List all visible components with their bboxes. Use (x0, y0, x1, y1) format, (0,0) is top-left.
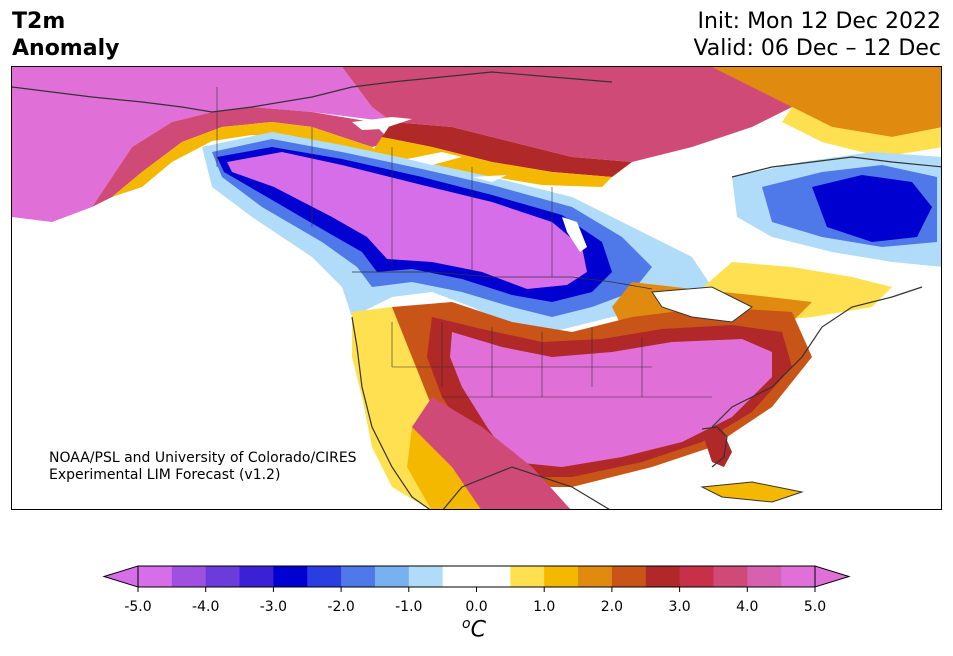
init-date: Init: Mon 12 Dec 2022 (697, 9, 942, 34)
florida-region (702, 429, 732, 467)
anomaly-map: NOAA/PSL and University of Colorado/CIRE… (11, 66, 942, 510)
colorbar-cell (544, 566, 579, 587)
colorbar-cell (781, 566, 816, 587)
great-lakes (651, 286, 753, 323)
province-lines (216, 87, 553, 277)
arctic-warm-region (342, 67, 812, 162)
credit-line1: NOAA/PSL and University of Colorado/CIRE… (49, 450, 357, 466)
alaska-warm-region (12, 67, 392, 222)
colorbar-tick-label: 0.0 (465, 599, 487, 615)
colorbar-cell (645, 566, 681, 587)
colorbar-cell (138, 566, 173, 587)
date-info: Init: Mon 12 Dec 2022 Valid: 06 Dec – 12… (693, 8, 941, 62)
colorbar-ticks: -5.0 -4.0 -3.0 -2.0 -1.0 0.0 1.0 2.0 3.0 4.0 5.0 (124, 587, 826, 615)
colorbar-tick-label: 3.0 (668, 599, 690, 615)
colorbar-cell (239, 566, 274, 587)
title-line1: T2m (12, 9, 66, 34)
arctic-orange-band (372, 137, 612, 187)
colorbar-tick-label: -5.0 (124, 599, 151, 615)
colorbar-cell (374, 566, 410, 587)
hudson-yellow (782, 107, 941, 157)
coastline (12, 71, 941, 509)
colorbar-tick-label: -2.0 (327, 599, 354, 615)
colorbar-tick-label: -1.0 (395, 599, 422, 615)
colorbar-tick-label: -4.0 (192, 599, 219, 615)
lake-athabasca (472, 175, 507, 182)
hudson-warm (712, 67, 941, 137)
colorbar-tick-label: 1.0 (533, 599, 555, 615)
colorbar-extend-high (814, 565, 851, 588)
us-canada-border (352, 271, 653, 290)
unit-degree: o (462, 616, 471, 632)
unit-base: C (470, 617, 486, 643)
lake-great-slave (407, 152, 462, 165)
colorbar-extend-low (102, 565, 139, 588)
arctic-red-band (382, 122, 632, 177)
colorbar-tick-label: 4.0 (736, 599, 758, 615)
colorbar-cell (510, 566, 545, 587)
map-canvas (12, 67, 941, 509)
colorbar-cell (578, 566, 613, 587)
colorbar-cell (713, 566, 748, 587)
cold-core (227, 152, 587, 289)
colorbar-cell (307, 566, 342, 587)
valid-dates: Valid: 06 Dec – 12 Dec (693, 36, 941, 61)
mexico-outer (407, 427, 481, 509)
cuba (700, 481, 804, 503)
colorbar-tick-label: -3.0 (260, 599, 287, 615)
colorbar-cell (171, 566, 207, 587)
great-bear-lake (352, 117, 412, 130)
colorbar-cells (102, 565, 851, 588)
colorbar-cell (408, 566, 444, 587)
title-line2: Anomaly (12, 36, 120, 61)
map-title: T2m Anomaly (12, 8, 119, 62)
unit-label: oC (462, 616, 486, 642)
colorbar-cell (611, 566, 647, 587)
colorbar-tick-label: 5.0 (804, 599, 826, 615)
credit-text: NOAA/PSL and University of Colorado/CIRE… (49, 450, 357, 484)
colorbar-tick-label: 2.0 (601, 599, 623, 615)
south-magenta (450, 332, 772, 467)
colorbar-cell (679, 566, 714, 587)
colorbar-cell (341, 566, 376, 587)
labrador-cold-core (812, 175, 932, 242)
colorbar-cell (747, 566, 782, 587)
credit-line2: Experimental LIM Forecast (v1.2) (49, 467, 281, 483)
alaska-warm-band (92, 107, 392, 207)
colorbar-cell (205, 566, 241, 587)
state-lines (391, 322, 712, 398)
colorbar-cell (273, 566, 308, 587)
lake-winnipeg (562, 217, 587, 252)
colorbar-cell (442, 566, 477, 587)
colorbar-cell (476, 566, 511, 587)
